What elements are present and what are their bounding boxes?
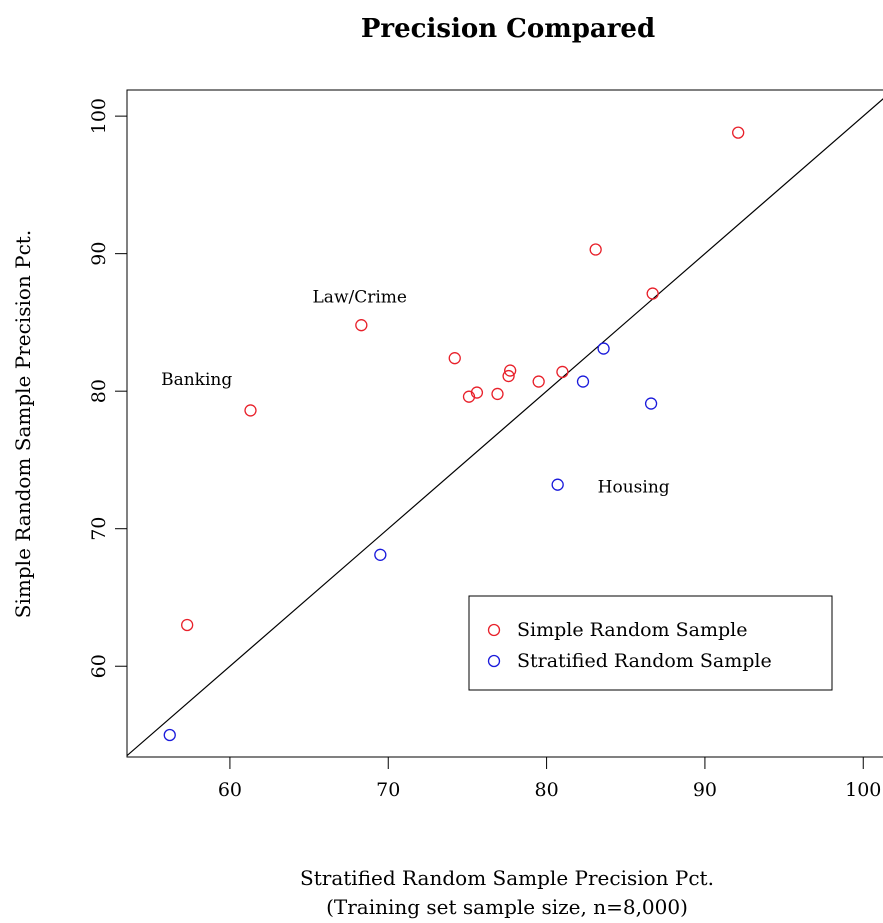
stratified-random-sample-point [551,478,564,491]
annotations: Law/Crime Banking Housing [161,288,670,498]
y-tick-label: 70 [88,517,110,541]
chart-title: Precision Compared [361,14,655,44]
simple-random-sample-point [589,243,602,256]
y-axis: 60 70 80 90 100 [88,98,127,678]
stratified-random-sample-point [576,375,590,388]
plot-area-frame [126,89,883,758]
stratified-random-sample-point [163,728,176,742]
reference-line-layer [127,98,883,757]
legend-marker [487,654,501,668]
simple-random-sample-point [244,404,257,417]
simple-random-sample-point [732,126,745,139]
point-annotation: Housing [598,477,670,497]
legend: Simple Random Sample Stratified Random Sa… [468,595,833,691]
point-annotation: Law/Crime [313,288,407,308]
stratified-random-sample-point [597,342,610,355]
simple-random-sample-point [181,618,194,632]
reference-line-y-equals-x [127,98,883,757]
legend-label: Stratified Random Sample [517,650,772,672]
x-axis-title: Stratified Random Sample Precision Pct. [300,866,714,890]
x-tick-label: 80 [534,779,558,801]
stratified-random-sample-point [374,548,387,561]
simple-random-sample-point [462,390,476,403]
x-tick-label: 100 [845,779,881,801]
data-points [163,126,745,742]
x-axis: 60 70 80 90 100 [218,757,881,801]
point-annotation: Banking [161,370,232,390]
simple-random-sample-point [470,386,484,399]
simple-random-sample-point [556,365,569,379]
x-tick-label: 70 [376,779,400,801]
simple-random-sample-point [355,319,368,332]
simple-random-sample-point [646,287,659,300]
legend-box [468,595,833,691]
x-axis-subtitle: (Training set sample size, n=8,000) [326,895,688,919]
stratified-random-sample-point [644,397,658,410]
y-tick-label: 100 [88,98,110,134]
y-tick-label: 60 [88,654,110,678]
legend-label: Simple Random Sample [517,619,747,641]
simple-random-sample-point [448,352,461,365]
simple-random-sample-point [491,387,504,401]
y-tick-label: 80 [88,379,110,403]
x-tick-label: 90 [693,779,717,801]
y-tick-label: 90 [88,242,110,266]
y-axis-title: Simple Random Sample Precision Pct. [11,230,35,618]
legend-marker [487,623,501,637]
x-tick-label: 60 [218,779,242,801]
simple-random-sample-point [502,369,515,383]
simple-random-sample-point [504,364,517,377]
simple-random-sample-point [532,375,545,388]
